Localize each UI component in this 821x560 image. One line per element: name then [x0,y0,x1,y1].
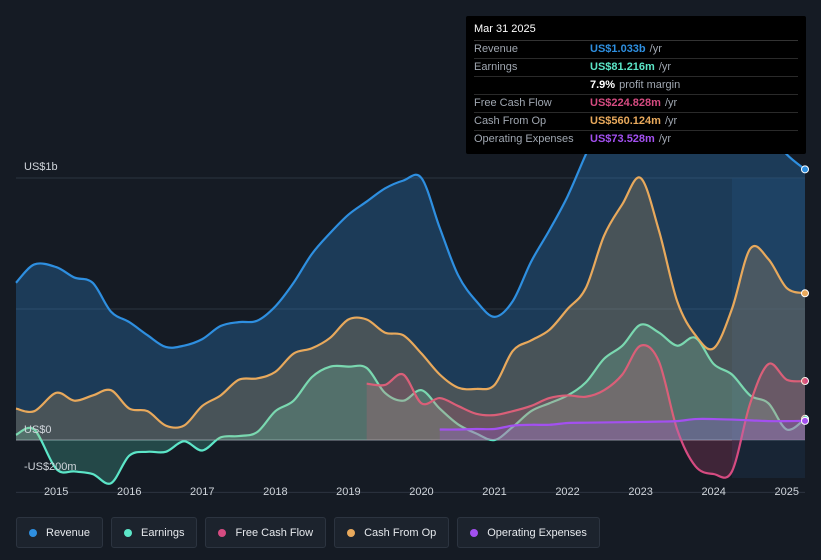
x-tick-label: 2015 [44,486,68,498]
tooltip-unit: /yr [664,115,678,127]
tooltip-label: Free Cash Flow [474,97,552,109]
x-tick-label: 2017 [190,486,214,498]
legend-item-free-cash-flow[interactable]: Free Cash Flow [205,517,327,548]
tooltip-unit: profit margin [619,79,681,91]
tooltip-row: Free Cash Flow US$224.828m/yr [474,95,798,113]
gridlines [16,177,805,493]
legend-dot-icon [218,528,227,537]
tooltip-value: US$224.828m [590,97,661,109]
legend-dot-icon [124,528,133,537]
free-cash-flow-end-point [801,377,809,386]
tooltip-label: Earnings [474,61,518,73]
earnings-line [15,323,806,485]
legend-label: Cash From Op [364,526,437,539]
revenue-area [16,83,805,440]
x-tick-label: 2025 [774,486,798,498]
cash-from-op-line [15,176,806,429]
x-tick-label: 2022 [555,486,579,498]
legend-dot-icon [347,528,356,537]
free-cash-flow-area [366,345,805,478]
x-tick-label: 2019 [336,486,360,498]
tooltip-label [474,77,590,94]
legend-label: Free Cash Flow [235,526,314,539]
legend-label: Operating Expenses [487,526,587,539]
y-axis-label: -US$200m [24,461,77,473]
y-axis-label: US$0 [24,424,52,436]
series-layer [15,82,809,485]
legend-item-operating-expenses[interactable]: Operating Expenses [457,517,600,548]
x-tick-label: 2018 [263,486,287,498]
operating-expenses-area [439,418,805,440]
x-tick-label: 2021 [482,486,506,498]
x-axis-ticks: 2015 2016 2017 2018 2019 2020 2021 2022 2023 2024… [44,486,799,498]
tooltip-row: Earnings US$81.216m/yr [474,59,798,77]
tooltip-row: Operating Expenses US$73.528m/yr [474,131,798,148]
tooltip-value: US$81.216m [590,61,655,73]
tooltip-unit: /yr [658,133,672,145]
legend-dot-icon [470,528,479,537]
legend-item-cash-from-op[interactable]: Cash From Op [334,517,450,548]
legend: Revenue Earnings Free Cash Flow Cash From O… [16,517,600,548]
y-axis-labels: US$1b US$0 -US$200m [24,161,77,473]
tooltip-label: Cash From Op [474,115,547,127]
cash-from-op-end-point [801,289,809,298]
tooltip-label: Operating Expenses [474,133,574,145]
tooltip-value: US$560.124m [590,115,661,127]
tooltip-unit: /yr [664,97,678,109]
tooltip-row: 7.9% profit margin [474,77,798,95]
tooltip-value: 7.9% [590,79,616,91]
operating-expenses-end-point [801,416,809,425]
tooltip-unit: /yr [649,43,662,55]
x-tick-label: 2024 [701,486,725,498]
x-tick-label: 2020 [409,486,433,498]
revenue-end-point [801,165,809,174]
tooltip-value: US$73.528m [590,133,655,145]
y-axis-label: US$1b [24,161,58,173]
legend-dot-icon [29,528,37,537]
x-tick-label: 2023 [628,486,652,498]
tooltip-row: Cash From Op US$560.124m/yr [474,113,798,131]
legend-item-earnings[interactable]: Earnings [111,517,198,548]
cash-from-op-area [16,177,805,441]
free-cash-flow-line [366,344,806,479]
earnings-area [16,324,805,484]
legend-item-revenue[interactable]: Revenue [16,517,104,548]
operating-expenses-line [439,417,806,431]
tooltip-row: Revenue US$1.033b/yr [474,41,798,59]
tooltip-label: Revenue [474,43,519,55]
tooltip-panel: Mar 31 2025 Revenue US$1.033b/yr Earnings U… [466,16,806,154]
x-tick-label: 2016 [117,486,141,498]
legend-label: Earnings [141,526,185,539]
tooltip-date: Mar 31 2025 [474,23,798,41]
tooltip-unit: /yr [658,61,672,73]
tooltip-value: US$1.033b [590,43,646,55]
legend-label: Revenue [46,526,91,539]
